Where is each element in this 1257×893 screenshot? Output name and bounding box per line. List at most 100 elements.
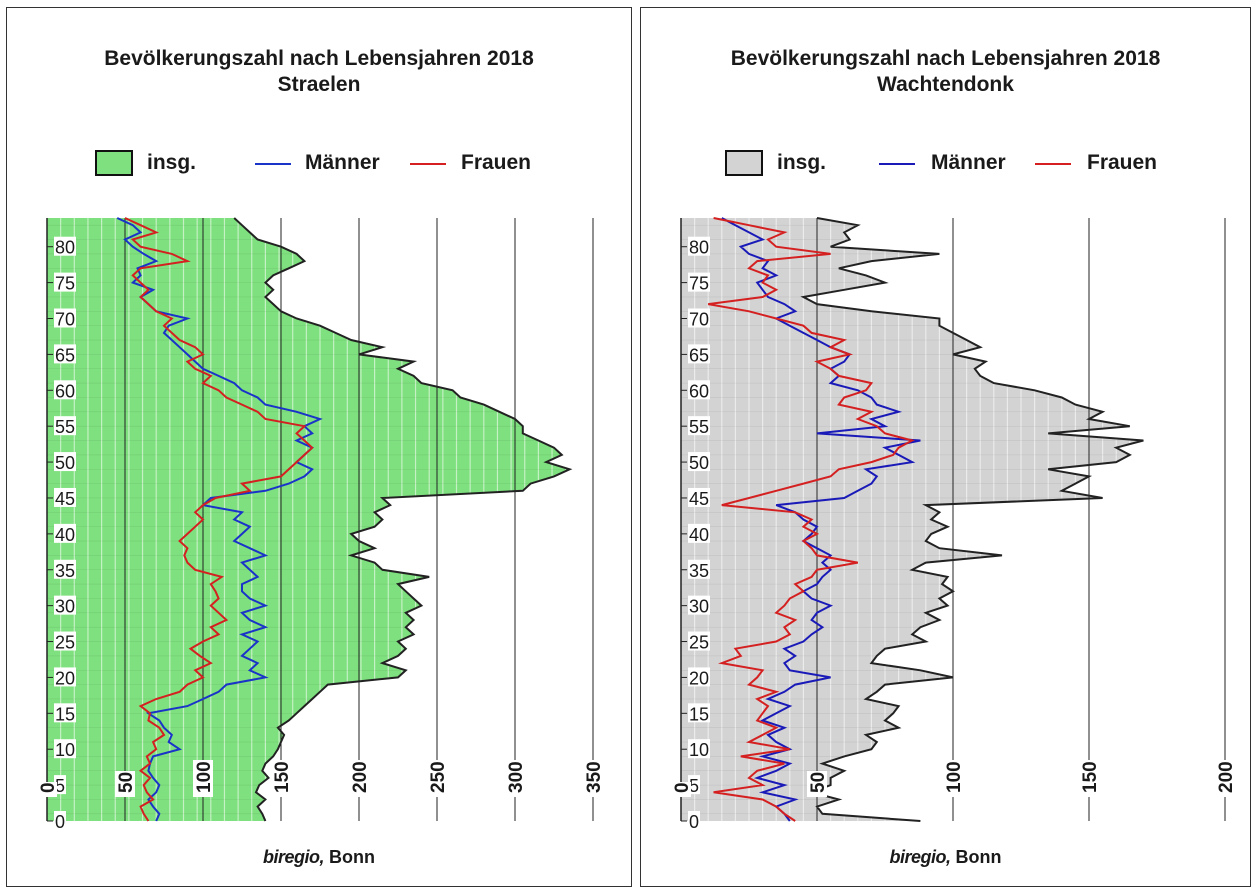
y-tick-label: 50 <box>55 453 75 473</box>
y-tick-label-bg <box>688 667 710 687</box>
y-tick-label-bg <box>688 308 710 328</box>
fill-stripes <box>47 218 570 821</box>
subtitle-line: Wachtendonk <box>877 73 1014 96</box>
y-tick-label: 55 <box>55 417 75 437</box>
y-tick-label-bg <box>54 308 76 328</box>
y-tick-label-bg <box>688 595 710 615</box>
x-tick-label: 50 <box>116 772 137 793</box>
chart-panel-straelen: Bevölkerungszahl nach Lebensjahren 2018 … <box>6 7 632 887</box>
y-tick-label-bg <box>54 416 76 436</box>
x-tick-label-bg <box>271 760 291 797</box>
y-tick-label: 65 <box>55 345 75 365</box>
x-tick-label: 150 <box>1080 761 1101 793</box>
x-tick-label-bg <box>1079 760 1099 797</box>
y-tick-label: 0 <box>55 812 65 832</box>
x-tick-label: 250 <box>428 761 449 793</box>
y-tick-label-bg <box>54 595 76 615</box>
legend: insg. Männer Frauen <box>641 148 1250 180</box>
y-tick-label: 70 <box>689 310 709 330</box>
y-tick-label: 20 <box>689 668 709 688</box>
x-tick-label: 350 <box>584 761 605 793</box>
y-tick-label: 80 <box>55 238 75 258</box>
y-tick-label: 50 <box>689 453 709 473</box>
x-tick-label-bg <box>671 782 691 797</box>
y-tick-label-bg <box>54 272 76 292</box>
y-tick-label-bg <box>688 452 710 472</box>
x-tick-label: 0 <box>672 782 693 793</box>
y-tick-label: 20 <box>55 668 75 688</box>
legend-line-men <box>255 163 291 165</box>
x-tick-label-bg <box>37 782 57 797</box>
x-tick-label: 100 <box>194 761 215 793</box>
x-tick-label-bg <box>1215 760 1235 797</box>
y-tick-label-bg <box>54 739 76 759</box>
y-tick-label: 5 <box>55 776 65 796</box>
y-tick-label: 40 <box>55 525 75 545</box>
y-tick-label-bg <box>54 811 66 830</box>
y-tick-label: 35 <box>55 561 75 581</box>
title-line: Bevölkerungszahl nach Lebensjahren 2018 <box>730 47 1161 70</box>
y-tick-label: 75 <box>55 274 75 294</box>
y-tick-label-bg <box>688 811 700 830</box>
y-tick-label-bg <box>688 559 710 579</box>
y-tick-label: 70 <box>55 310 75 330</box>
y-tick-label: 35 <box>689 561 709 581</box>
series-line-men <box>116 217 323 822</box>
x-tick-label-bg <box>505 760 525 797</box>
legend-label-women: Frauen <box>461 151 532 174</box>
y-tick-label-bg <box>688 487 710 507</box>
legend-label-women: Frauen <box>1087 151 1158 174</box>
x-tick-label-bg <box>583 760 603 797</box>
legend-line-women <box>410 163 446 165</box>
x-tick-label: 50 <box>808 772 829 793</box>
y-tick-label-bg <box>54 667 76 687</box>
chart-title: Bevölkerungszahl nach Lebensjahren 2018 … <box>641 46 1250 98</box>
title-line: Bevölkerungszahl nach Lebensjahren 2018 <box>104 47 534 70</box>
legend-swatch-total <box>725 150 763 176</box>
y-tick-label: 80 <box>689 238 709 258</box>
x-tick-label-bg <box>349 760 369 797</box>
x-tick-label-bg <box>115 771 135 797</box>
y-tick-label-bg <box>688 272 710 292</box>
y-tick-label: 60 <box>689 381 709 401</box>
y-tick-label: 75 <box>689 274 709 294</box>
y-tick-label-bg <box>688 380 710 400</box>
x-tick-label: 150 <box>272 761 293 793</box>
y-tick-label: 45 <box>689 489 709 509</box>
legend-line-women <box>1035 163 1071 165</box>
series-area-total <box>47 218 570 821</box>
y-tick-label-bg <box>688 523 710 543</box>
x-tick-label: 0 <box>38 782 59 793</box>
credit-italic: biregio, <box>889 847 951 867</box>
y-tick-label: 15 <box>55 704 75 724</box>
y-tick-label-bg <box>54 452 76 472</box>
subtitle-line: Straelen <box>277 73 361 96</box>
y-tick-label: 10 <box>55 740 75 760</box>
y-tick-label-bg <box>688 631 710 651</box>
y-tick-label: 10 <box>689 740 709 760</box>
chart-title: Bevölkerungszahl nach Lebensjahren 2018 … <box>7 46 631 98</box>
y-tick-label: 0 <box>689 812 699 832</box>
legend-label-total: insg. <box>777 151 827 174</box>
x-tick-label-bg <box>193 760 213 797</box>
y-tick-label: 45 <box>55 489 75 509</box>
y-tick-label: 5 <box>689 776 699 796</box>
y-tick-label-bg <box>688 739 710 759</box>
x-tick-label-bg <box>427 760 447 797</box>
y-tick-label: 30 <box>689 597 709 617</box>
series-line-total <box>800 217 1144 822</box>
y-tick-label-bg <box>688 236 710 256</box>
x-tick-label: 200 <box>1216 761 1237 793</box>
series-line-women <box>708 217 915 822</box>
y-tick-label: 15 <box>689 704 709 724</box>
legend-line-men <box>879 163 915 165</box>
y-tick-label-bg <box>688 416 710 436</box>
legend-label-men: Männer <box>305 151 380 174</box>
y-tick-label-bg <box>54 236 76 256</box>
y-tick-label-bg <box>688 344 710 364</box>
series-line-total <box>233 217 573 822</box>
y-tick-label: 30 <box>55 597 75 617</box>
y-tick-label-bg <box>54 703 76 723</box>
y-tick-label-bg <box>54 380 76 400</box>
credit-italic: biregio, <box>262 847 325 867</box>
